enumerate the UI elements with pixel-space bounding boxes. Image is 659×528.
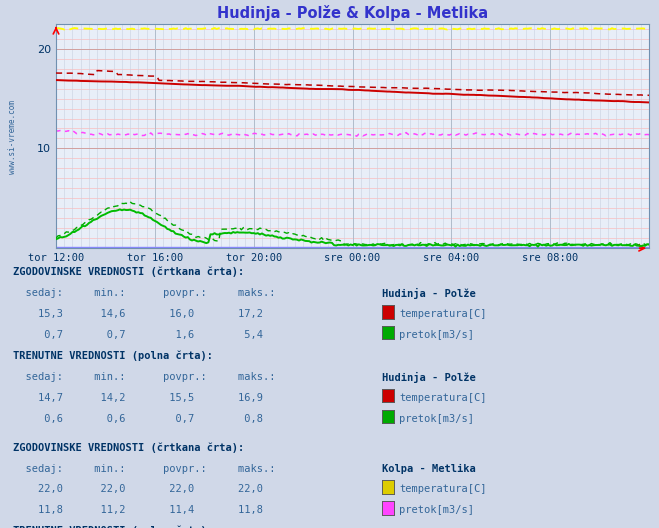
Text: sedaj:     min.:      povpr.:     maks.:: sedaj: min.: povpr.: maks.:	[13, 372, 275, 382]
Text: temperatura[C]: temperatura[C]	[399, 393, 487, 403]
Text: 0,7       0,7        1,6        5,4: 0,7 0,7 1,6 5,4	[13, 330, 263, 340]
Text: sedaj:     min.:      povpr.:     maks.:: sedaj: min.: povpr.: maks.:	[13, 288, 275, 298]
Text: TRENUTNE VREDNOSTI (polna črta):: TRENUTNE VREDNOSTI (polna črta):	[13, 526, 213, 528]
Text: sedaj:     min.:      povpr.:     maks.:: sedaj: min.: povpr.: maks.:	[13, 464, 275, 474]
Text: pretok[m3/s]: pretok[m3/s]	[399, 505, 474, 515]
Text: pretok[m3/s]: pretok[m3/s]	[399, 413, 474, 423]
Text: temperatura[C]: temperatura[C]	[399, 484, 487, 494]
Text: Hudinja - Polže: Hudinja - Polže	[382, 372, 476, 383]
Text: temperatura[C]: temperatura[C]	[399, 309, 487, 319]
Text: 22,0      22,0       22,0       22,0: 22,0 22,0 22,0 22,0	[13, 484, 263, 494]
Title: Hudinja - Polže & Kolpa - Metlika: Hudinja - Polže & Kolpa - Metlika	[217, 5, 488, 21]
Text: www.si-vreme.com: www.si-vreme.com	[8, 100, 17, 174]
Text: pretok[m3/s]: pretok[m3/s]	[399, 330, 474, 340]
Text: ZGODOVINSKE VREDNOSTI (črtkana črta):: ZGODOVINSKE VREDNOSTI (črtkana črta):	[13, 442, 244, 452]
Text: 0,6       0,6        0,7        0,8: 0,6 0,6 0,7 0,8	[13, 413, 263, 423]
Text: 11,8      11,2       11,4       11,8: 11,8 11,2 11,4 11,8	[13, 505, 263, 515]
Text: 14,7      14,2       15,5       16,9: 14,7 14,2 15,5 16,9	[13, 393, 263, 403]
Text: ZGODOVINSKE VREDNOSTI (črtkana črta):: ZGODOVINSKE VREDNOSTI (črtkana črta):	[13, 267, 244, 277]
Text: 15,3      14,6       16,0       17,2: 15,3 14,6 16,0 17,2	[13, 309, 263, 319]
Text: TRENUTNE VREDNOSTI (polna črta):: TRENUTNE VREDNOSTI (polna črta):	[13, 351, 213, 361]
Text: Hudinja - Polže: Hudinja - Polže	[382, 288, 476, 299]
Text: Kolpa - Metlika: Kolpa - Metlika	[382, 464, 476, 474]
